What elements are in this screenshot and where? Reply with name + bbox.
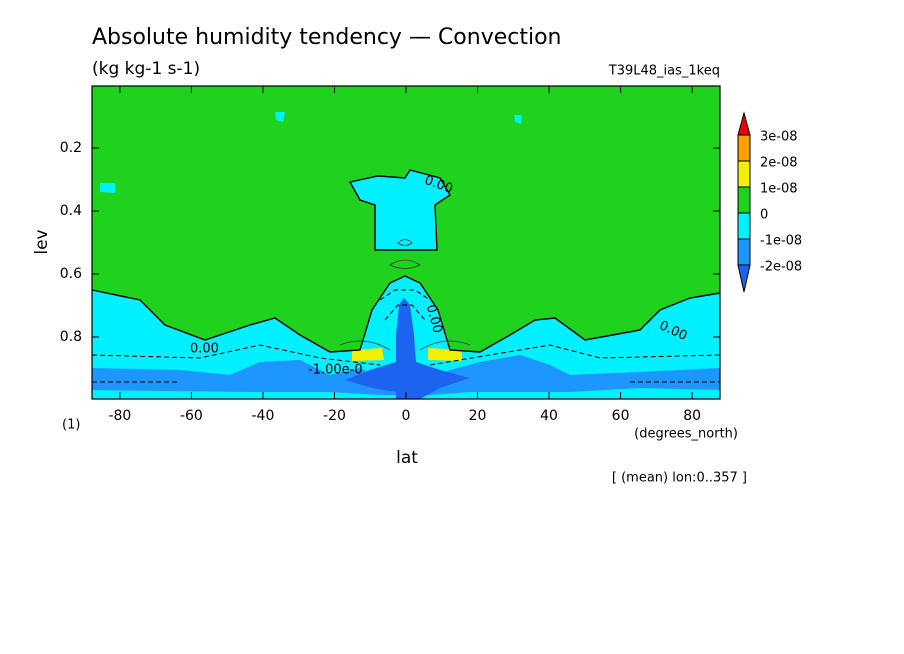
colorbar-box: [737, 238, 751, 266]
contour-label: 0.00: [423, 303, 445, 335]
contour-line: [348, 169, 451, 251]
colorbar-box: [737, 212, 751, 240]
x-tick-label: 60: [612, 408, 630, 424]
colorbar-box: [737, 186, 751, 214]
filled-region: [345, 298, 470, 399]
colorbar-label: 3e-08: [760, 130, 798, 145]
note: [ (mean) lon:0..357 ]: [612, 471, 747, 486]
colorbar-label: 1e-08: [760, 182, 798, 197]
contour-line: [91, 275, 721, 353]
x-tick-label: 40: [540, 408, 558, 424]
x-tick-label: -20: [323, 408, 346, 424]
y-tick-label: 0.4: [60, 203, 82, 219]
colorbar-triangle: [737, 264, 751, 293]
colorbar-label: 0: [760, 208, 768, 223]
chart-subtitle: (kg kg-1 s-1): [92, 59, 200, 79]
x-axis-label: lat: [396, 448, 418, 468]
colorbar-triangle: [737, 111, 751, 136]
colorbar-box: [737, 160, 751, 188]
x-tick-label: -80: [108, 408, 131, 424]
y-axis-label: lev: [32, 229, 52, 254]
y-tick-label: 0.6: [60, 266, 82, 282]
contour-label: -1.00e-0: [308, 363, 363, 378]
x-tick-label: -60: [180, 408, 203, 424]
y-tick-label: 0.8: [60, 329, 82, 345]
experiment-label: T39L48_ias_1keq: [608, 64, 720, 79]
x-tick-label: 0: [402, 408, 411, 424]
x-axis-units: (degrees_north): [634, 427, 738, 442]
y-axis-units: (1): [62, 418, 80, 433]
contour-line: [92, 289, 720, 383]
contour-label: 0.00: [190, 342, 219, 357]
filled-region: [92, 355, 720, 395]
x-tick-label: 80: [683, 408, 701, 424]
contour-line: [91, 344, 721, 366]
colorbar-label: 2e-08: [760, 156, 798, 171]
filled-region: [352, 348, 462, 361]
y-tick-label: 0.2: [60, 140, 82, 156]
colorbar-label: -1e-08: [760, 234, 802, 249]
contour-line: [339, 239, 471, 351]
contour-field: [91, 86, 721, 399]
x-tick-label: -40: [252, 408, 275, 424]
colorbar-box: [737, 134, 751, 162]
colorbar-label: -2e-08: [760, 260, 802, 275]
x-tick-label: 20: [469, 408, 487, 424]
chart-title: Absolute humidity tendency — Convection: [92, 25, 562, 50]
